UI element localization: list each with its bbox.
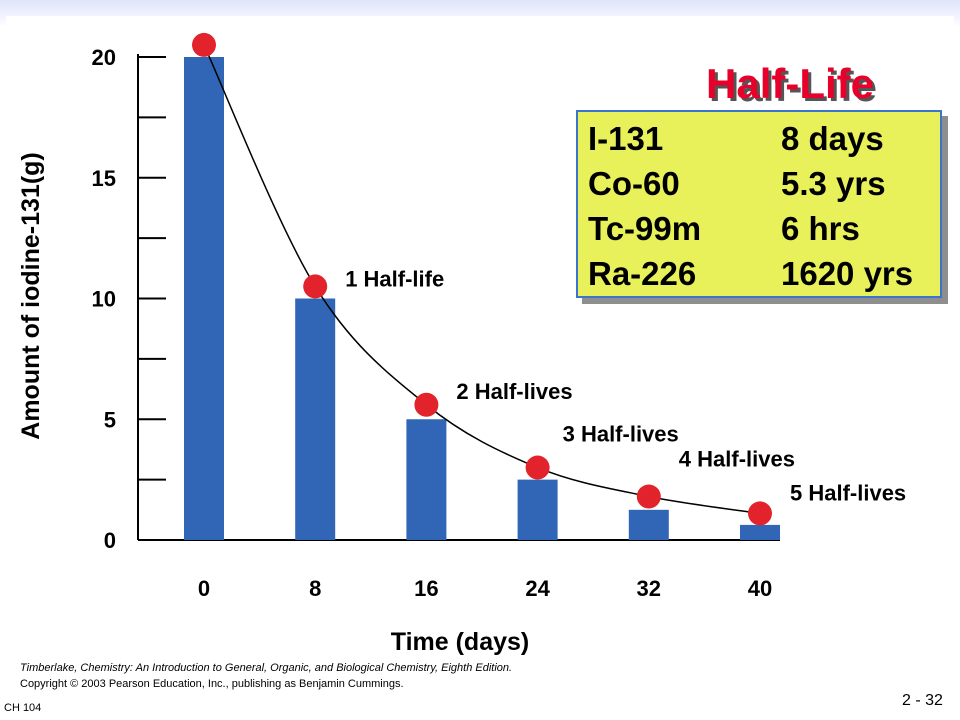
x-tick-label: 0 <box>198 576 210 601</box>
table-row: I-131 8 days <box>588 120 938 164</box>
copyright-text: Copyright © 2003 Pearson Education, Inc.… <box>20 678 404 690</box>
bar <box>184 57 224 540</box>
half-life-value: 8 days <box>781 120 884 157</box>
half-life-label: 4 Half-lives <box>679 447 795 472</box>
data-point <box>192 32 216 57</box>
x-tick-label: 8 <box>309 576 321 601</box>
data-point <box>748 501 772 526</box>
data-point <box>414 392 439 417</box>
slide-title: Half-Life <box>706 60 874 107</box>
y-tick-label: 10 <box>92 287 116 312</box>
half-life-label: 1 Half-life <box>345 266 444 291</box>
y-tick-label: 0 <box>104 528 116 553</box>
half-life-value: 5.3 yrs <box>781 165 886 202</box>
x-tick-label: 24 <box>525 576 550 601</box>
half-life-value: 6 hrs <box>781 210 860 247</box>
x-tick-label: 40 <box>748 576 772 601</box>
course-label: CH 104 <box>4 702 42 714</box>
citation-text: Timberlake, Chemistry: An Introduction t… <box>20 662 513 674</box>
table-row: Co-60 5.3 yrs <box>588 165 938 209</box>
x-tick-label: 32 <box>637 576 661 601</box>
data-point <box>303 274 328 299</box>
isotope-name: Tc-99m <box>588 210 702 247</box>
bar <box>740 524 780 540</box>
y-tick-label: 15 <box>92 166 116 191</box>
bar <box>295 298 336 540</box>
y-tick-label: 20 <box>92 45 116 70</box>
half-life-table: I-131 8 days Co-60 5.3 yrs Tc-99m 6 hrs … <box>576 110 942 298</box>
y-axis-title: Amount of iodine-131(g) <box>17 152 45 439</box>
y-tick-label: 5 <box>104 407 116 432</box>
bar <box>406 419 447 540</box>
half-life-label: 5 Half-lives <box>790 480 906 505</box>
data-point <box>636 484 661 509</box>
half-life-label: 3 Half-lives <box>563 422 679 447</box>
isotope-name: I-131 <box>588 120 664 157</box>
half-life-label: 2 Half-lives <box>456 379 572 404</box>
isotope-name: Ra-226 <box>588 255 697 292</box>
bar <box>628 509 669 540</box>
isotope-name: Co-60 <box>588 165 680 202</box>
table-row: Tc-99m 6 hrs <box>588 210 938 254</box>
half-life-value: 1620 yrs <box>781 255 914 292</box>
slide-number: 2 - 32 <box>902 692 943 709</box>
bar <box>517 479 558 540</box>
x-axis-title: Time (days) <box>391 628 529 656</box>
table-row: Ra-226 1620 yrs <box>588 255 938 299</box>
data-point <box>525 455 550 480</box>
x-tick-label: 16 <box>414 576 438 601</box>
